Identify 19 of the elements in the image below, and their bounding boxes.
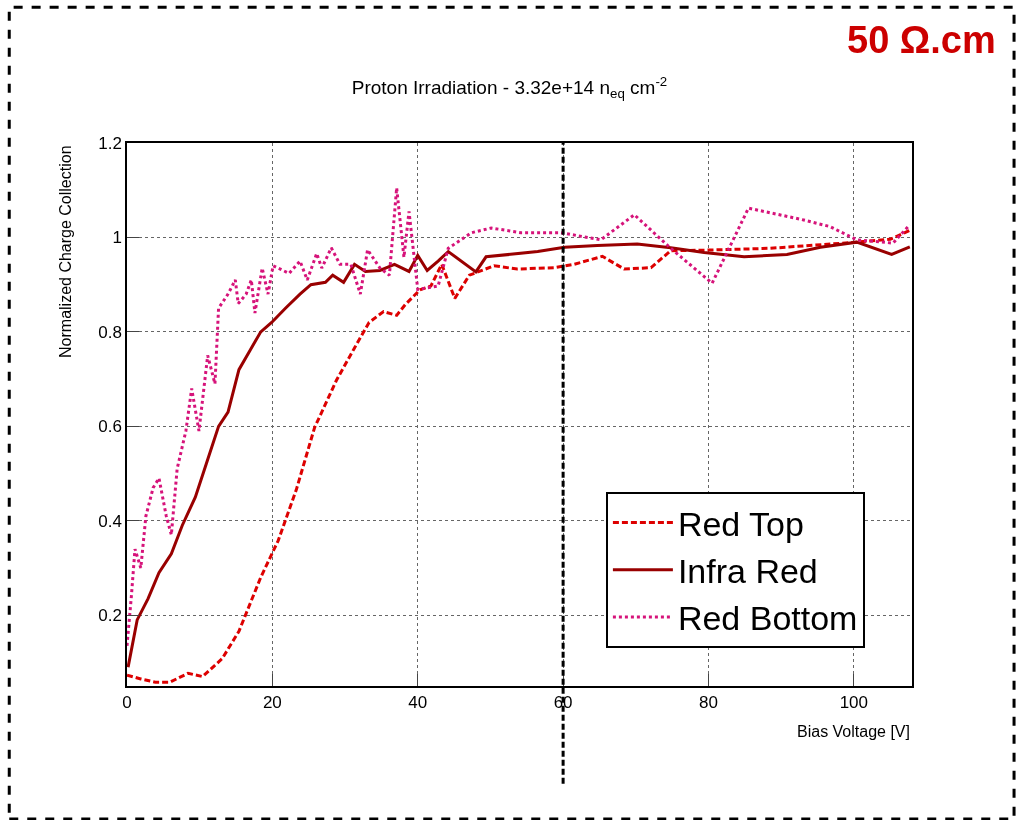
y-tick-label: 0.2 [98,606,122,626]
x-tick-label: 60 [553,693,573,713]
chart-title: Proton Irradiation - 3.32e+14 n$_{eq}$ cm$^{-2}$ [351,74,668,102]
y-tick-label: 0.6 [98,417,122,437]
y-tick-label: 1.2 [98,133,122,153]
x-tick-label: 20 [262,693,282,713]
x-tick-label: 100 [839,693,869,713]
x-tick-label: 80 [699,693,718,713]
y-tick-label: 1 [112,228,122,248]
y-tick-label: 0.4 [98,511,122,531]
text: 50 Ω.cm [847,19,996,61]
legend-label: Infra Red [677,552,818,591]
y-axis-title: Normalized Charge Collection [56,145,74,358]
x-axis-title: Bias Voltage [V] [797,723,910,740]
legend-label: Red Top [677,504,804,543]
y-tick-label: 0.8 [98,322,122,342]
x-tick-label: 40 [408,693,428,713]
legend-label: Red Bottom [677,599,858,638]
x-tick-label: 0 [122,693,132,713]
